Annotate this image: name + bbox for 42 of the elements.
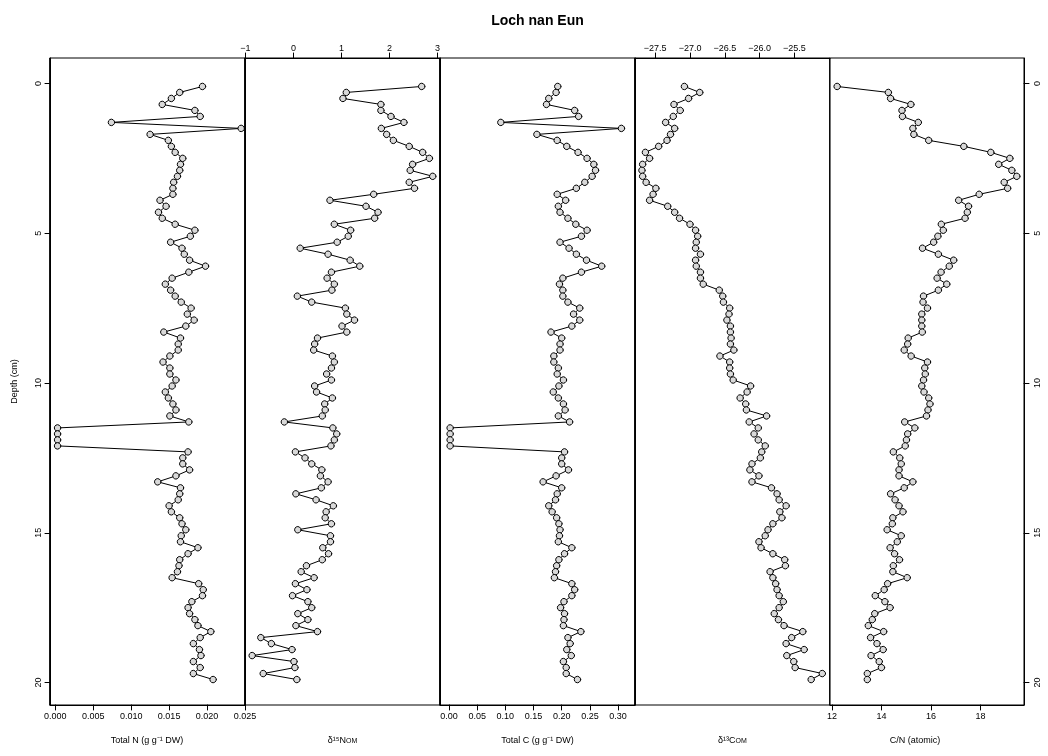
y2-tick-label: 10 [1031, 377, 1042, 389]
y2-tick-label: 20 [1031, 677, 1042, 688]
x-tick-label: −27.0 [678, 42, 702, 53]
y2-tick-label: 0 [1031, 80, 1042, 86]
x-tick-label: 0.010 [119, 710, 143, 721]
x-tick-label: 0.005 [81, 710, 105, 721]
y-tick-label: 15 [32, 527, 43, 538]
y-tick-label: 20 [32, 677, 43, 688]
y-tick-label: 0 [32, 80, 43, 86]
y-axis-title: Depth (cm) [8, 359, 19, 404]
x-tick-label: 16 [925, 710, 936, 721]
x-tick-label: 0.015 [157, 710, 181, 721]
x-tick-label: −1 [240, 42, 251, 53]
x-tick-label: −25.5 [783, 42, 806, 53]
x-tick-label: 3 [435, 42, 441, 53]
y2-tick-label: 5 [1031, 230, 1042, 236]
y-tick-label: 5 [32, 230, 43, 236]
x-axis-title: Total N (g g⁻¹ DW) [110, 734, 184, 745]
x-tick-label: 0.15 [524, 710, 543, 721]
x-tick-label: 0 [291, 42, 297, 53]
x-axis-title: C/N (atomic) [889, 734, 941, 745]
x-tick-label: 0.025 [233, 710, 257, 721]
x-tick-label: 18 [975, 710, 986, 721]
y2-tick-label: 15 [1031, 527, 1042, 538]
y-tick-label: 10 [32, 377, 43, 389]
chart-title: Loch nan Eun [491, 12, 584, 28]
x-tick-label: −26.0 [748, 42, 772, 53]
x-tick-label: 0.20 [552, 710, 571, 721]
x-tick-label: 14 [876, 710, 887, 721]
x-tick-label: 0.00 [440, 710, 458, 721]
x-tick-label: 0.020 [195, 710, 219, 721]
x-tick-label: −27.5 [643, 42, 667, 53]
x-tick-label: 12 [826, 710, 837, 721]
x-tick-label: 0.000 [44, 710, 67, 721]
x-tick-label: 0.05 [468, 710, 486, 721]
x-tick-label: 0.10 [496, 710, 515, 721]
x-tick-label: −26.5 [713, 42, 737, 53]
x-axis-title: Total C (g g⁻¹ DW) [501, 734, 574, 745]
x-tick-label: 0.25 [581, 710, 599, 721]
x-tick-label: 1 [339, 42, 345, 53]
x-tick-label: 2 [387, 42, 393, 53]
x-tick-label: 0.30 [609, 710, 627, 721]
